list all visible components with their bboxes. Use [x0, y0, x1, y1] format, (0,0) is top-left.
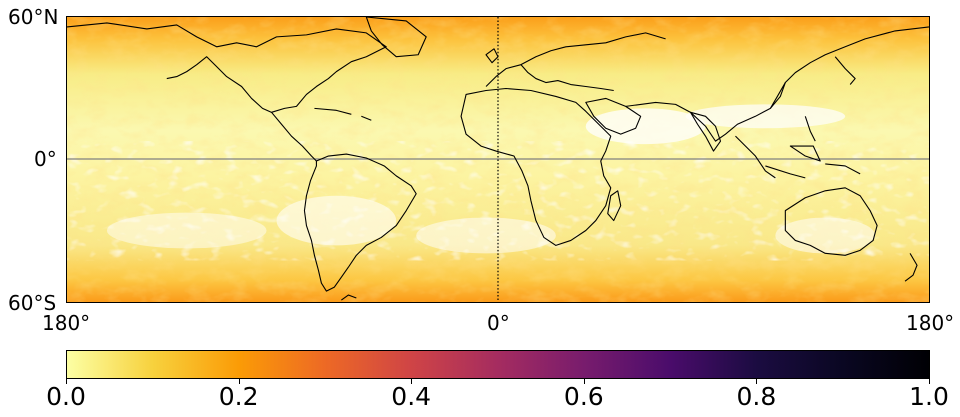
colorbar-tick-mark — [756, 379, 758, 384]
lon-label-west: 180° — [42, 311, 91, 335]
colorbar-tick-mark — [929, 379, 930, 384]
lon-label-prime: 0° — [487, 311, 510, 335]
colorbar-tick-label: 0.4 — [391, 382, 432, 411]
colorbar-tick-label: 0.0 — [46, 382, 86, 411]
map-canvas — [67, 17, 929, 302]
colorbar-tick-mark — [66, 379, 67, 384]
colorbar-tick-mark — [583, 379, 585, 384]
colorbar-tick-label: 1.0 — [909, 382, 949, 411]
colorbar-tick-mark — [411, 379, 413, 384]
map-panel — [66, 16, 930, 303]
lat-label-60s: 60°S — [8, 291, 57, 315]
colorbar-tick-label: 0.6 — [563, 382, 604, 411]
colorbar — [66, 350, 930, 379]
lat-label-60n: 60°N — [8, 5, 59, 29]
coastlines — [67, 17, 929, 301]
lat-label-equator: 0° — [34, 147, 57, 171]
low-value-patches — [67, 104, 929, 261]
colorbar-tick-label: 0.8 — [736, 382, 777, 411]
colorbar-tick-mark — [238, 379, 240, 384]
lon-label-east: 180° — [906, 311, 955, 335]
colorbar-tick-label: 0.2 — [218, 382, 259, 411]
